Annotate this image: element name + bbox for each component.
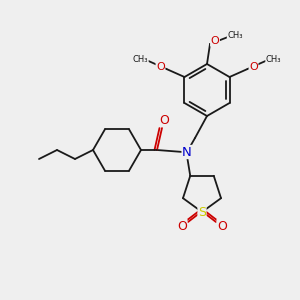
Text: O: O xyxy=(177,220,187,232)
Text: CH₃: CH₃ xyxy=(133,55,148,64)
Text: O: O xyxy=(159,113,169,127)
Text: O: O xyxy=(156,62,165,72)
Text: S: S xyxy=(198,206,206,218)
Text: O: O xyxy=(217,220,227,232)
Text: N: N xyxy=(182,146,192,158)
Text: O: O xyxy=(211,36,219,46)
Text: CH₃: CH₃ xyxy=(227,31,243,40)
Text: O: O xyxy=(249,62,258,72)
Text: CH₃: CH₃ xyxy=(266,55,281,64)
